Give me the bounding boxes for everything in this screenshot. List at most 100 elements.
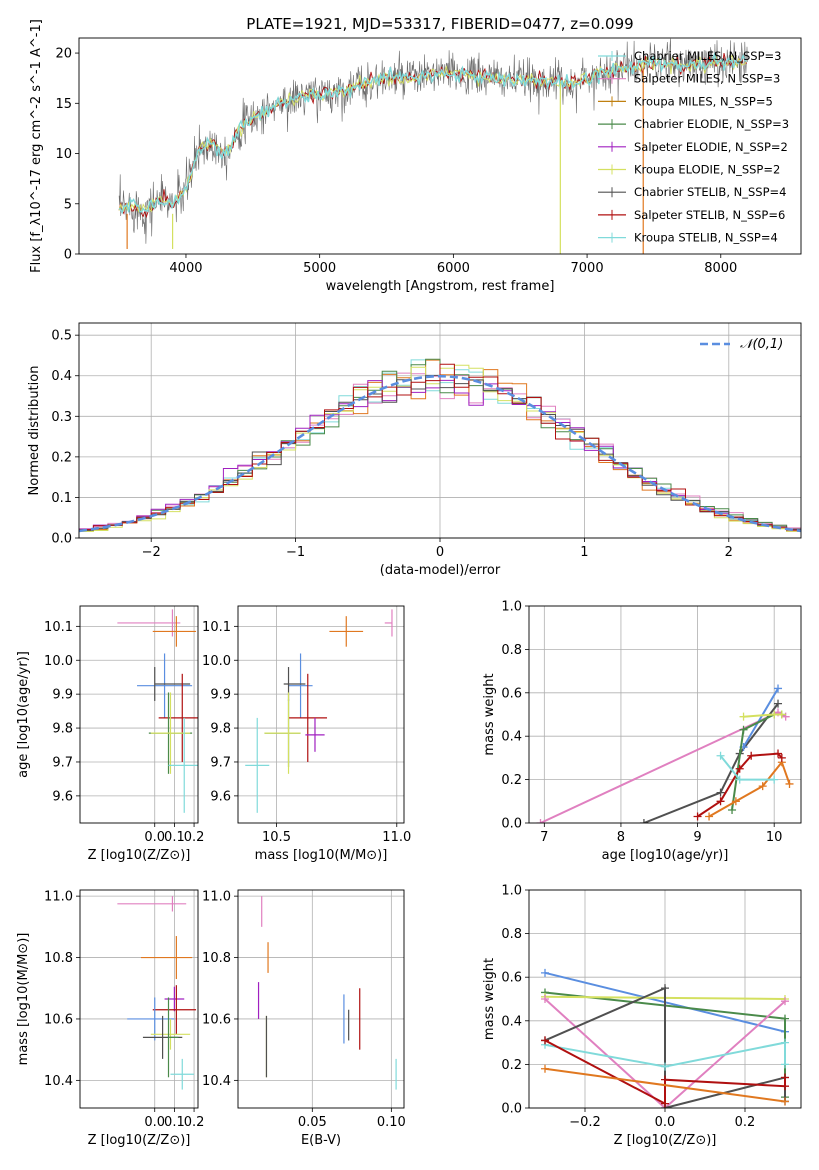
weight-marker: [781, 1038, 789, 1047]
y-tick-label: 10.6: [44, 1012, 73, 1027]
x-tick-label: −0.2: [569, 1115, 601, 1130]
y-tick-label: 0.0: [501, 817, 522, 832]
y-tick-label: 10.0: [44, 654, 73, 669]
weight-marker: [735, 775, 744, 784]
weight-marker: [735, 764, 744, 773]
x-tick-label: 0.05: [298, 1115, 327, 1130]
y-tick-label: 0.1: [51, 491, 72, 506]
weight-marker: [747, 751, 756, 760]
y-axis-label: mass weight: [482, 673, 497, 755]
y-tick-label: 0.4: [501, 730, 522, 745]
y-axis-label: mass weight: [482, 958, 497, 1040]
weight-marker: [774, 749, 783, 758]
x-tick-label: 4000: [169, 261, 202, 276]
y-tick-label: 0.4: [51, 369, 72, 384]
y-tick-label: 10.1: [44, 620, 73, 635]
x-tick-label: 8000: [704, 261, 737, 276]
plot-area: [541, 968, 789, 1108]
weight-marker: [785, 779, 794, 788]
weight-marker: [777, 753, 786, 762]
weight-marker: [781, 1082, 789, 1091]
weight-line: [544, 1041, 786, 1068]
y-tick-label: 0: [64, 248, 72, 263]
y-tick-label: 9.9: [210, 688, 231, 703]
weight-marker: [770, 710, 779, 719]
weight-line: [544, 1067, 786, 1103]
chart-spectrum: 4000 5000 6000 7000 8000 0 5 10 15 20 wavelength […: [29, 19, 802, 294]
x-tick-label: 7: [540, 830, 548, 845]
x-tick-label: 1: [580, 545, 588, 560]
y-tick-label: 9.7: [210, 755, 231, 770]
chart-age_vs_Z: 0.00.10.2 9.6 9.7 9.8 9.9 10.0 10.1 Z [log10(Z/…: [16, 605, 205, 863]
weight-line: [742, 687, 779, 748]
x-tick-label: 11.0: [382, 830, 411, 845]
legend-label: Salpeter ELODIE, N_SSP=2: [634, 140, 788, 154]
y-axis-label: mass [log10(M/M⊙)]: [16, 933, 31, 1066]
weight-marker: [661, 1062, 669, 1071]
x-tick-label: 5000: [303, 261, 336, 276]
y-tick-label: 10.4: [202, 1074, 231, 1089]
y-tick-label: 15: [55, 97, 72, 112]
y-tick-label: 0.8: [501, 927, 522, 942]
axes-frame: [79, 889, 199, 1109]
weight-marker: [716, 797, 725, 806]
y-tick-label: 9.6: [210, 789, 231, 804]
plot-area: [118, 38, 748, 254]
weight-marker: [781, 997, 789, 1006]
legend-label: Salpeter STELIB, N_SSP=6: [634, 208, 785, 222]
weight-marker: [728, 805, 737, 814]
weight-marker: [541, 1064, 549, 1073]
histogram-step: [79, 363, 801, 531]
x-axis-label: Z [log10(Z/Z⊙)]: [88, 1133, 191, 1148]
y-tick-label: 0.8: [501, 643, 522, 658]
x-tick-label: 0: [436, 545, 444, 560]
x-axis-label: Z [log10(Z/Z⊙)]: [88, 848, 191, 863]
y-tick-label: 9.6: [52, 789, 73, 804]
x-tick-label: 0.0: [144, 830, 165, 845]
y-tick-label: 0.0: [51, 532, 72, 547]
chart-age_vs_mass: 10.5 11.0 9.6 9.7 9.8 9.9 10.0 10.1 mass [log10(…: [202, 605, 411, 863]
y-tick-label: 10.1: [202, 620, 231, 635]
y-axis-label: Normed distribution: [27, 366, 42, 496]
weight-marker: [774, 699, 783, 708]
chart-residuals: −2 −1 0 1 2 0.0 0.1 0.2 0.3 0.4 0.5 (data-model)/er…: [27, 322, 802, 578]
legend-label: Kroupa STELIB, N_SSP=4: [634, 231, 778, 245]
y-tick-label: 0.2: [51, 450, 72, 465]
legend-label: Kroupa MILES, N_SSP=5: [634, 94, 773, 108]
weight-marker: [770, 775, 779, 784]
x-tick-label: 2: [725, 545, 733, 560]
weight-marker: [716, 751, 725, 760]
x-tick-label: 0.2: [184, 830, 205, 845]
plot-area: [117, 896, 197, 1090]
y-tick-label: 9.8: [52, 722, 73, 737]
weight-line: [643, 702, 779, 823]
x-tick-label: 0.2: [184, 1115, 205, 1130]
axes-frame: [79, 605, 199, 824]
y-tick-label: 0.4: [501, 1014, 522, 1029]
y-tick-label: 11.0: [44, 890, 73, 905]
legend: Chabrier MILES, N_SSP=3 Salpeter MILES, N…: [598, 49, 789, 245]
x-tick-label: 0.0: [655, 1115, 676, 1130]
y-tick-label: 5: [64, 197, 72, 212]
legend-label: Kroupa ELODIE, N_SSP=2: [634, 163, 780, 177]
x-tick-label: 6000: [437, 261, 470, 276]
y-tick-label: 0.0: [501, 1102, 522, 1117]
chart-weight_vs_age: 7 8 9 10 0.0 0.2 0.4 0.6 0.8 1.0 age [log10(age/yr…: [482, 600, 802, 863]
weight-line: [544, 998, 786, 1108]
weight-marker: [758, 782, 767, 791]
y-tick-label: 0.2: [501, 773, 522, 788]
weight-marker: [781, 1073, 789, 1082]
weight-marker: [781, 1014, 789, 1023]
x-tick-label: 8: [617, 830, 625, 845]
figure-title: PLATE=1921, MJD=53317, FIBERID=0477, z=0…: [246, 15, 633, 33]
weight-marker: [781, 1060, 789, 1069]
legend-label: Chabrier STELIB, N_SSP=4: [634, 185, 786, 199]
x-tick-label: 0.2: [735, 1115, 756, 1130]
x-tick-label: 0.1: [164, 1115, 185, 1130]
axes-frame: [237, 889, 405, 1109]
weight-marker: [661, 1099, 669, 1108]
legend-label: 𝒩(0,1): [740, 337, 783, 352]
chart-weight_vs_Z: −0.2 0.0 0.2 0.0 0.2 0.4 0.6 0.8 1.0 Z [log10(Z/Z…: [482, 884, 802, 1148]
weight-marker: [541, 995, 549, 1003]
